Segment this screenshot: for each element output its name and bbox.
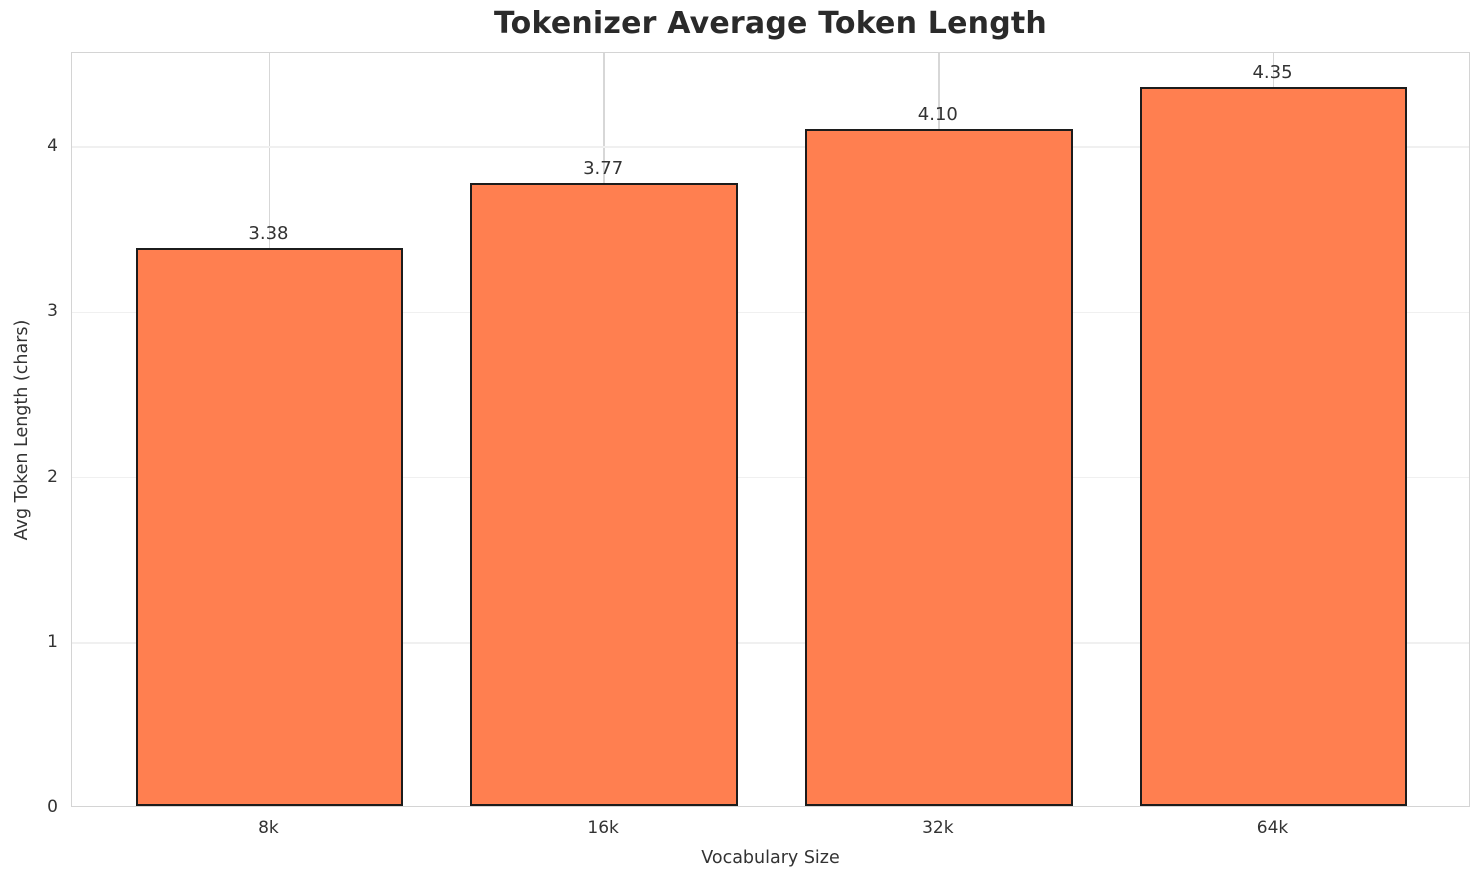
x-tick-label-32k: 32k [922,818,954,838]
bar-32k [804,128,1073,806]
plot-area [71,52,1470,807]
bar-8k [135,247,404,806]
gridline-horizontal-4 [72,146,1469,148]
x-tick-label-16k: 16k [587,818,619,838]
y-tick-label-3: 3 [47,301,58,322]
bar-value-label-32k: 4.10 [917,103,958,125]
x-tick-label-8k: 8k [258,818,279,838]
x-axis-label: Vocabulary Size [701,848,840,868]
y-tick-label-4: 4 [47,136,58,157]
gridline-horizontal-1 [72,642,1469,644]
gridline-horizontal-2 [72,476,1469,479]
y-tick-label-2: 2 [47,466,58,487]
bar-64k [1139,87,1408,806]
x-tick-label-64k: 64k [1256,818,1289,838]
gridline-horizontal-3 [72,311,1469,314]
bar-value-label-16k: 3.77 [583,158,624,180]
y-tick-label-1: 1 [47,631,58,652]
bar-value-label-8k: 3.38 [248,222,289,244]
chart-title: Tokenizer Average Token Length [493,6,1047,41]
bar-16k [470,183,739,806]
y-tick-label-0: 0 [47,797,58,817]
bar-value-label-64k: 4.35 [1252,62,1293,84]
y-axis-label: Avg Token Length (chars) [12,319,32,541]
